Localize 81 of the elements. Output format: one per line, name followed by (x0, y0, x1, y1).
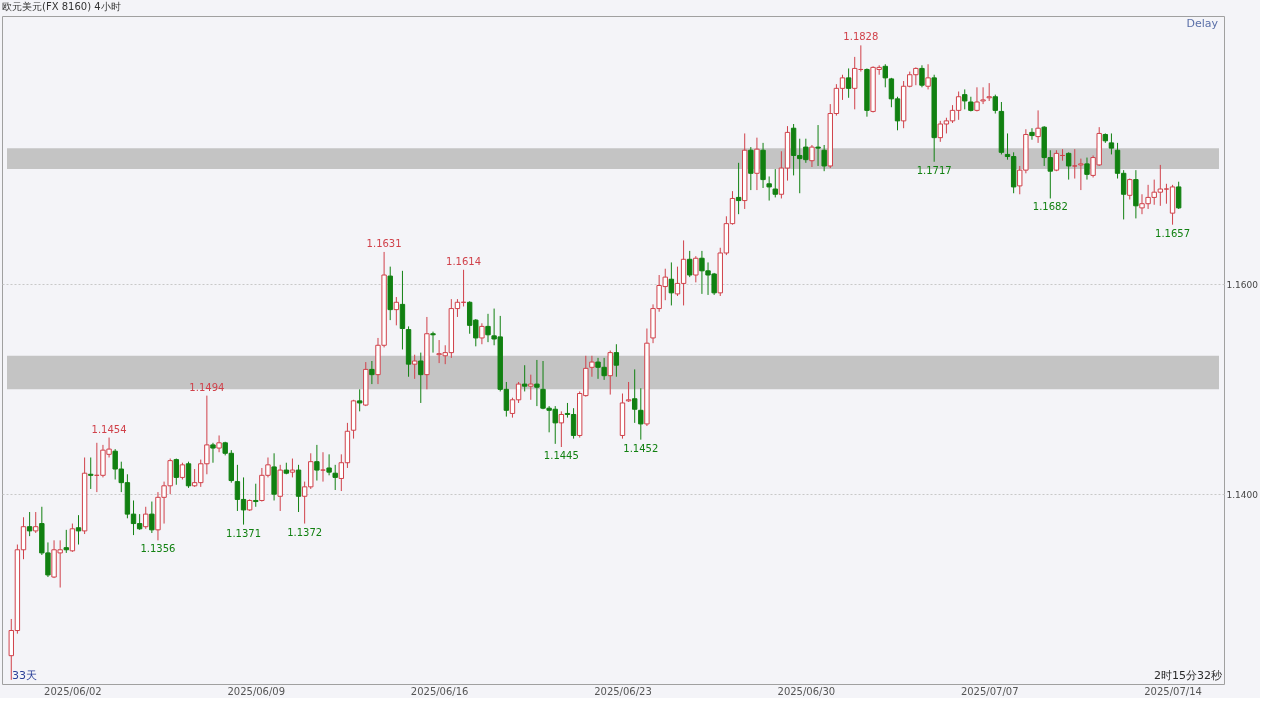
candlestick (589, 355, 595, 378)
candlestick (326, 453, 332, 476)
candlestick (88, 456, 94, 490)
candlestick (528, 374, 534, 401)
annotation: 1.1454 (91, 423, 127, 435)
candlestick (748, 146, 754, 191)
annotation: 1.1631 (366, 237, 402, 249)
candlestick (638, 387, 644, 441)
annotation: 1.1657 (1155, 227, 1191, 239)
candlestick (809, 144, 815, 168)
candlestick (393, 296, 400, 326)
candlestick (668, 261, 675, 306)
candlestick (210, 442, 216, 464)
candlestick (332, 464, 338, 491)
candlestick (173, 458, 179, 486)
candlestick (693, 255, 699, 283)
candlestick (772, 168, 778, 198)
candlestick (1029, 127, 1035, 141)
annotation: 33天 (12, 669, 37, 682)
x-tick-label: 2025/07/07 (960, 685, 1019, 697)
candlestick (253, 483, 259, 508)
candlestick (143, 506, 149, 530)
x-tick-label: 2025/06/30 (777, 685, 836, 697)
x-tick-label: 2025/06/23 (594, 685, 652, 697)
y-tick-label: 1.1400 (1226, 489, 1259, 500)
candlestick (356, 388, 363, 412)
x-tick-label: 2025/06/16 (410, 685, 469, 697)
y-tick-label: 1.1600 (1226, 279, 1259, 290)
candlestick (26, 511, 33, 537)
candlestick (919, 64, 925, 88)
candlestick (925, 63, 931, 90)
annotation: 1.1494 (189, 381, 225, 393)
annotation: 1.1828 (843, 31, 879, 43)
candlestick (766, 175, 772, 202)
annotation: 1.1371 (226, 527, 262, 539)
candlestick (632, 368, 638, 424)
x-tick-label: 2025/06/09 (227, 685, 286, 697)
candlestick (613, 343, 620, 378)
candlestick (815, 124, 821, 167)
x-tick-label: 2025/06/02 (44, 685, 102, 697)
annotation: 1.1614 (446, 255, 482, 267)
text: Delay (1186, 17, 1219, 30)
candlestick (534, 359, 540, 407)
annotation: 1.1356 (140, 543, 176, 555)
candlestick (149, 501, 155, 534)
candlestick (314, 444, 320, 482)
candlestick (1175, 181, 1182, 210)
annotation: 1.1717 (916, 164, 952, 176)
annotation: 1.1682 (1032, 201, 1068, 213)
candlestick (1108, 132, 1115, 155)
candlestick (1035, 109, 1041, 144)
candlestick (1084, 157, 1090, 181)
candlestick (185, 461, 192, 489)
candlestick (558, 410, 565, 448)
annotation: 2时15分32秒 (1154, 669, 1222, 682)
candlestick (411, 354, 418, 380)
candlestick (845, 67, 852, 99)
candlestick (1065, 151, 1072, 181)
candlestick (479, 322, 485, 345)
candlestick (418, 352, 424, 404)
candlestick (216, 434, 222, 453)
annotation: 1.1452 (623, 442, 659, 454)
candlestick (992, 94, 998, 115)
candlestick (369, 360, 375, 385)
annotation: 1.1372 (287, 526, 323, 538)
candlestick (687, 250, 693, 278)
candlestick (521, 364, 528, 392)
x-tick-label: 2025/07/14 (1144, 685, 1202, 697)
candlestick (63, 529, 69, 554)
candlestick (430, 331, 436, 354)
candlestick (33, 511, 39, 534)
candlestick (69, 523, 76, 553)
candlestick (821, 144, 827, 172)
candlestick (485, 313, 491, 343)
candlestick (607, 350, 613, 396)
chart-title: 欧元美元(FX 8160) 4小时 (2, 1, 121, 12)
candlestick (735, 162, 742, 215)
candlestick (625, 381, 632, 403)
candlestick (289, 458, 296, 478)
candlestick (75, 514, 82, 546)
annotation: 1.1445 (543, 450, 579, 461)
